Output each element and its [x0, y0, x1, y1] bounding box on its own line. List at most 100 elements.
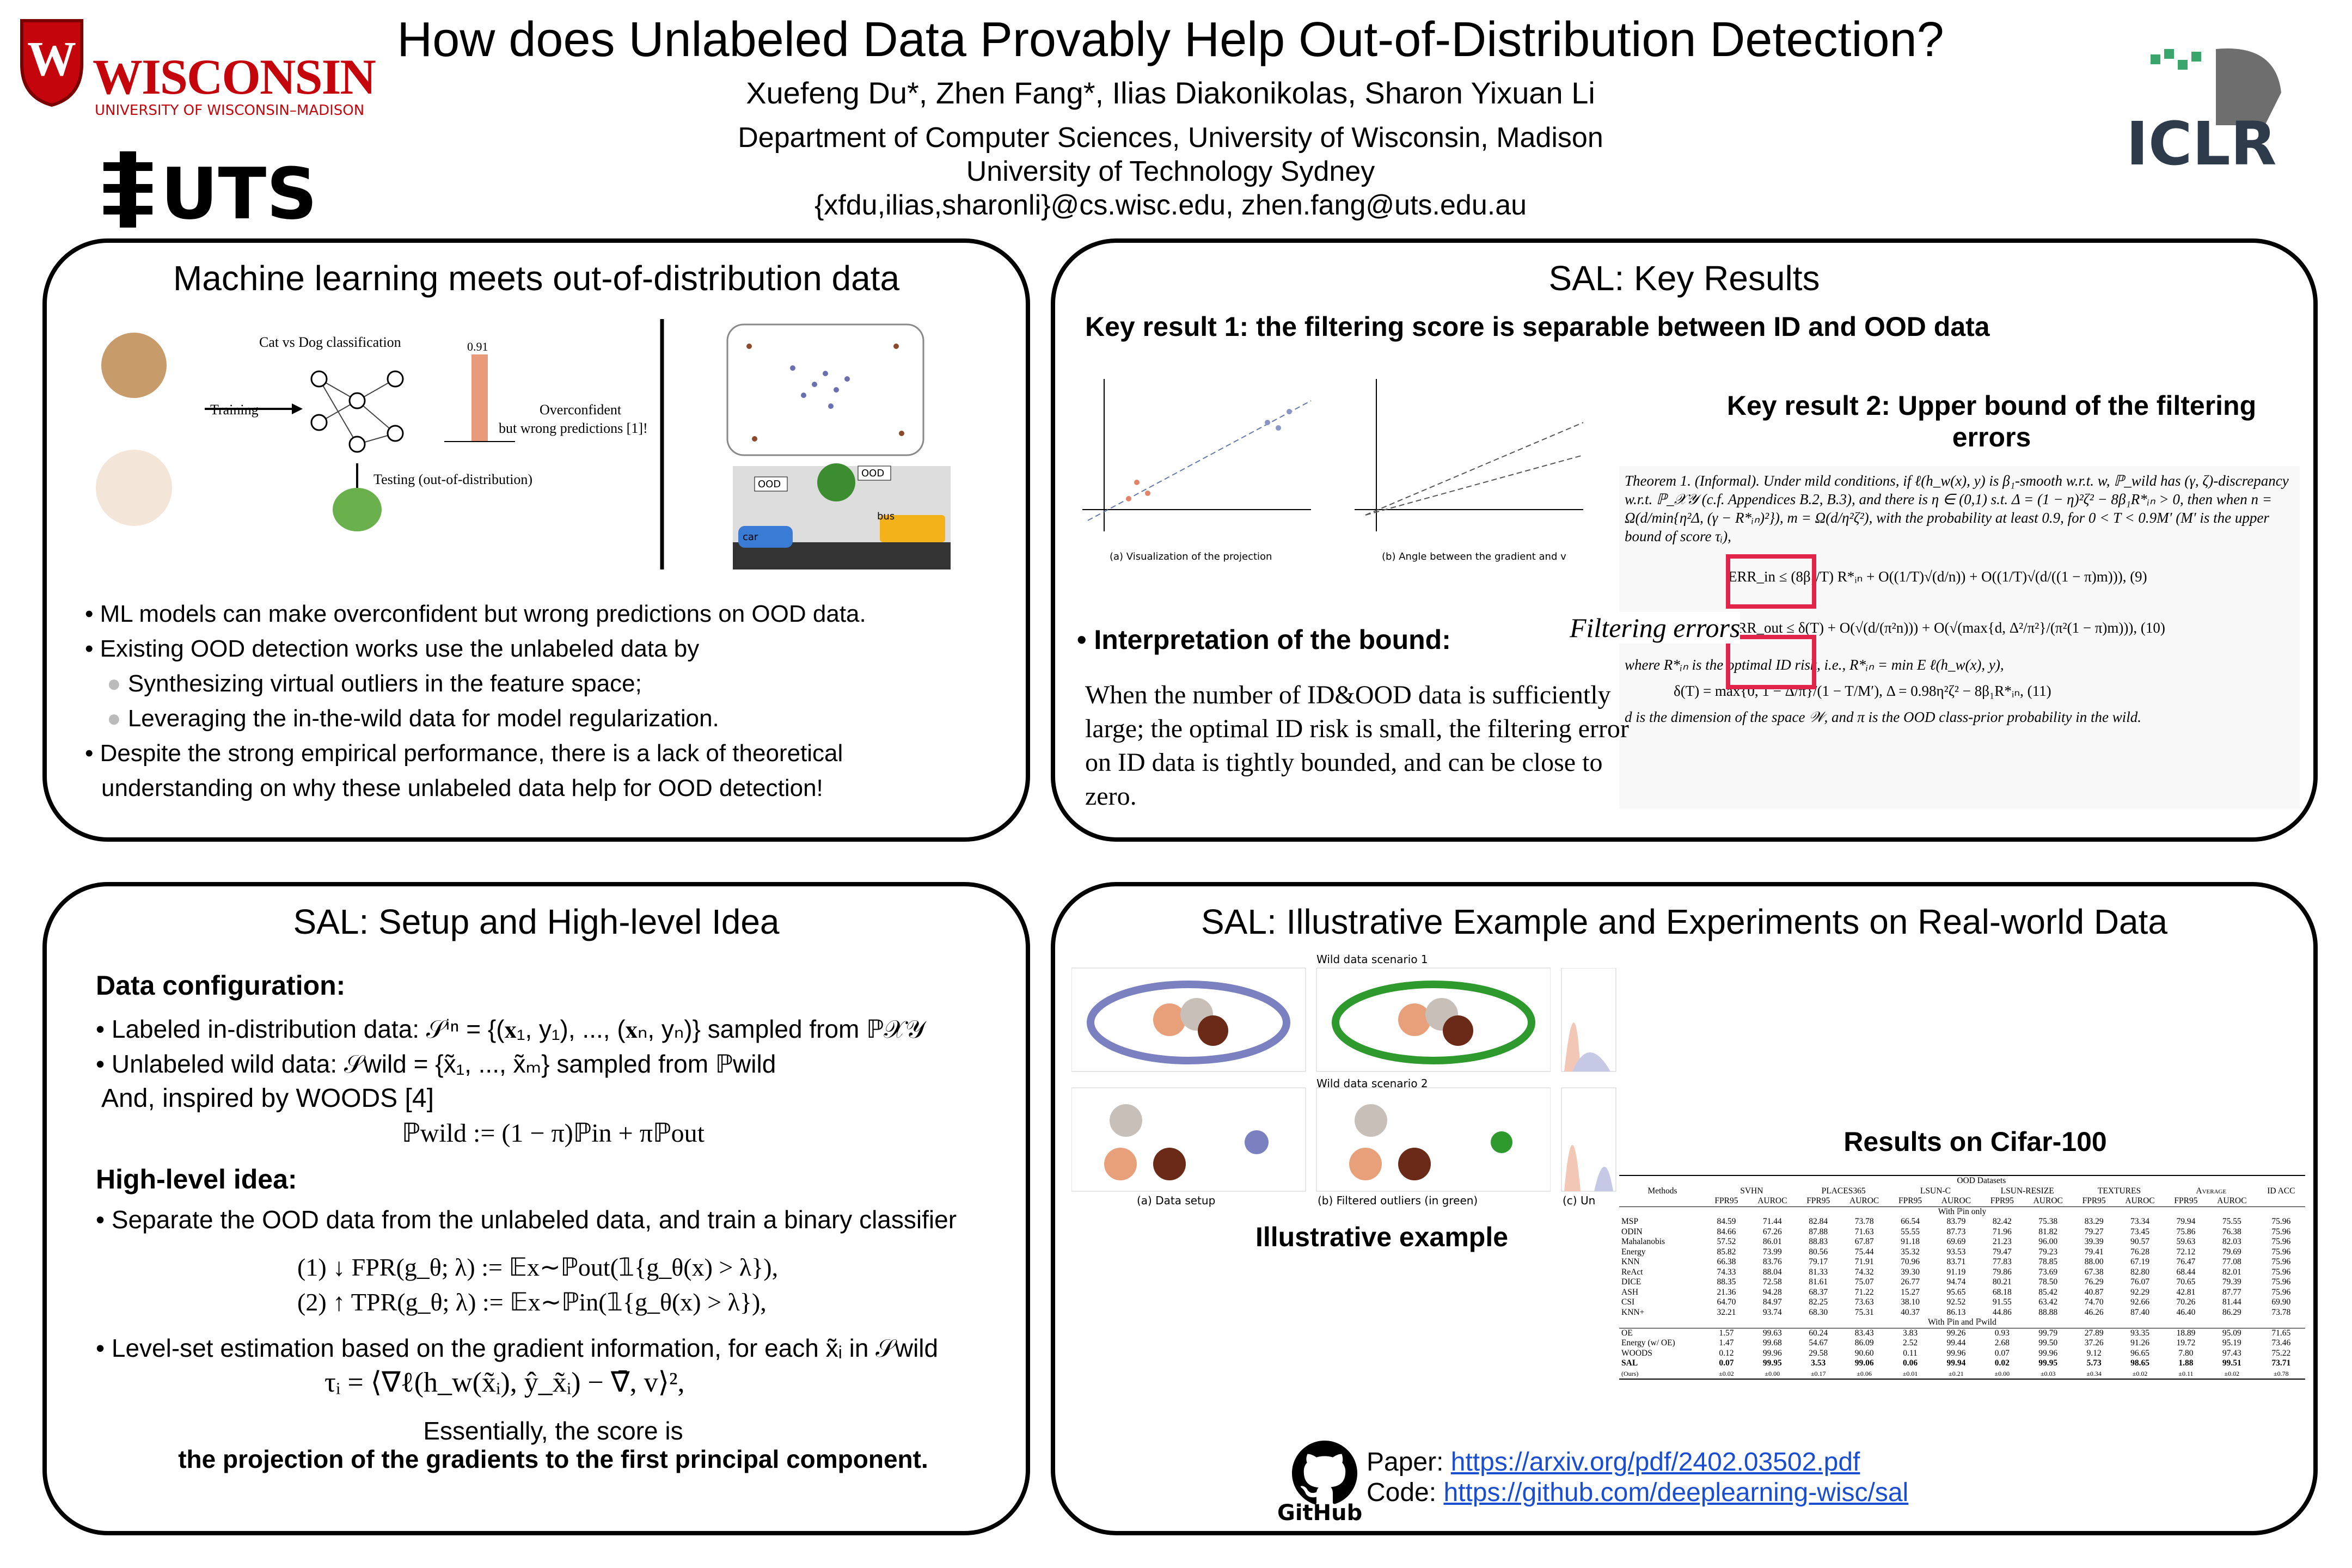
section-cell: With ℙin and ℙwild [1928, 1318, 1996, 1327]
link-label: Paper: [1367, 1448, 1444, 1477]
table-cell: 69.90 [2271, 1297, 2291, 1307]
links: Paper: https://arxiv.org/pdf/2402.03502.… [1367, 1447, 1908, 1508]
setup-panel: SAL: Setup and High-level Idea Data conf… [42, 882, 1030, 1535]
affiliation: {xfdu,ilias,sharonli}@cs.wisc.edu, zhen.… [814, 189, 1527, 221]
table-row: SVHN PLACES365 LSUN-C LSUN-RESIZE TEXTURES Av… [1619, 1186, 2305, 1197]
experiments-panel: SAL: Illustrative Example and Experiment… [1051, 882, 2318, 1535]
method-cell: Mahalanobis [1621, 1237, 1665, 1246]
table-cell: 68.30 [1809, 1307, 1828, 1317]
table-row: With ℙin only [1619, 1206, 2305, 1217]
code-link[interactable]: https://github.com/deeplearning-wisc/sal [1443, 1478, 1909, 1507]
table-cell: 93.74 [1762, 1307, 1782, 1317]
table-cell: 19.72 [2176, 1338, 2196, 1347]
header-cell: AUROC [1941, 1196, 1971, 1205]
table-cell: ±0.03 [2040, 1369, 2056, 1377]
bullet: • Separate the OOD data from the unlabel… [96, 1205, 957, 1234]
poster-title: How does Unlabeled Data Provably Help Ou… [397, 13, 1944, 67]
method-cell: ODIN [1621, 1227, 1643, 1236]
bullet: • Level-set estimation based on the grad… [96, 1334, 939, 1362]
bullet-text: Unlabeled wild data: 𝒮wild = {x̃₁, ..., … [111, 1050, 776, 1078]
table-cell: 99.79 [2038, 1328, 2058, 1338]
affiliation: Department of Computer Sciences, Univers… [738, 122, 1603, 154]
table-cell: 39.30 [1901, 1267, 1920, 1277]
table-cell: 75.22 [2271, 1348, 2291, 1358]
table-cell: 86.29 [2222, 1307, 2241, 1317]
table-cell: 3.83 [1902, 1328, 1918, 1338]
table-row: WOODS 0.12 99.96 29.58 90.60 0.11 99.96 0.07 99.… [1619, 1349, 2305, 1359]
table-row: KNN 66.38 83.76 79.17 71.91 70.96 83.71 77.83 78… [1619, 1257, 2305, 1267]
table-row: ReAct 74.33 88.04 81.33 74.32 39.30 91.19 79.86… [1619, 1267, 2305, 1278]
table-cell: 76.38 [2222, 1227, 2241, 1236]
table-cell: 75.96 [2271, 1237, 2291, 1246]
table-cell: ±0.02 [2224, 1369, 2240, 1377]
table-cell: 98.65 [2130, 1358, 2149, 1368]
header-cell: AUROC [2217, 1196, 2247, 1205]
table-row: ODIN 84.66 67.26 87.88 71.63 55.55 87.73 71.96 8… [1619, 1227, 2305, 1238]
table-row: Energy 85.82 73.99 80.56 75.44 35.32 93.53 79.4… [1619, 1247, 2305, 1258]
table-cell: 72.12 [2176, 1247, 2196, 1257]
header-cell: AUROC [2125, 1196, 2155, 1205]
fig-caption: (c) Un [1563, 1194, 1596, 1207]
table-cell: 92.52 [1946, 1297, 1966, 1307]
bullet-text: Existing OOD detection works use the unl… [100, 635, 700, 662]
table-cell: 79.94 [2176, 1217, 2196, 1226]
table-cell: 71.22 [1854, 1287, 1874, 1297]
equation: τᵢ = ⟨∇ℓ(h_w(x̃ᵢ), ŷ_x̃ᵢ) − ∇̄, v⟩², [324, 1367, 685, 1398]
table-cell: 76.28 [2130, 1247, 2149, 1257]
header-cell: FPR95 [2174, 1196, 2198, 1205]
table-cell: 99.94 [1946, 1358, 1966, 1368]
header-cell: ID ACC [2257, 1175, 2305, 1206]
table-cell: 64.70 [1717, 1297, 1736, 1307]
table-cell: 73.45 [2130, 1227, 2149, 1236]
table-cell: 73.34 [2130, 1217, 2149, 1226]
bullet-text: Level-set estimation based on the gradie… [111, 1334, 939, 1362]
table-cell: 79.69 [2222, 1247, 2241, 1257]
fig-text: but wrong predictions [1]! [499, 420, 648, 436]
table-cell: 70.65 [2176, 1277, 2196, 1287]
link-label: Code: [1367, 1478, 1437, 1507]
table-cell: 99.50 [2038, 1338, 2058, 1347]
table-cell: 69.69 [1946, 1237, 1966, 1246]
table-cell: 84.66 [1717, 1227, 1736, 1236]
table-cell: 95.09 [2222, 1328, 2241, 1338]
fig-text: car [743, 531, 758, 543]
table-cell: 99.95 [1762, 1358, 1782, 1368]
table-row: Methods OOD Datasets ID ACC [1619, 1175, 2305, 1196]
header-cell: Average [2196, 1186, 2227, 1196]
table-cell: 1.88 [2178, 1358, 2194, 1368]
table-cell: 96.65 [2130, 1348, 2149, 1358]
table-cell: 44.86 [1992, 1307, 2012, 1317]
table-cell: 0.06 [1902, 1358, 1918, 1368]
table-cell: 75.96 [2271, 1257, 2291, 1266]
theorem-text: d is the dimension of the space 𝒲, and π… [1625, 709, 2142, 725]
table-cell: 54.67 [1809, 1338, 1828, 1347]
table-cell: 39.39 [2084, 1237, 2104, 1246]
table-cell: ±0.01 [1902, 1369, 1918, 1377]
table-cell: 81.44 [2222, 1297, 2241, 1307]
table-cell: 92.66 [2130, 1297, 2149, 1307]
table-cell: 84.97 [1762, 1297, 1782, 1307]
table-cell: ±0.00 [1765, 1369, 1780, 1377]
highlight-box [1726, 635, 1816, 689]
fig-caption: (b) Filtered outliers (in green) [1318, 1194, 1478, 1207]
table-cell: 88.88 [2038, 1307, 2058, 1317]
panel-title: SAL: Setup and High-level Idea [293, 902, 780, 941]
bullet-text: ML models can make overconfident but wro… [100, 601, 866, 627]
table-cell: 32.21 [1717, 1307, 1736, 1317]
iclr-logo: ICLR [2126, 109, 2277, 179]
table-cell: 88.83 [1809, 1237, 1828, 1246]
table-cell: 75.44 [1854, 1247, 1874, 1257]
table-cell: 9.12 [2086, 1348, 2102, 1358]
table-cell: 99.63 [1762, 1328, 1782, 1338]
table-cell: 68.18 [1992, 1287, 2012, 1297]
table-cell: ±0.06 [1857, 1369, 1872, 1377]
results-panel: SAL: Key Results Key result 1: the filte… [1051, 238, 2318, 842]
sub-bullet: ● Leveraging the in-the-wild data for mo… [107, 705, 719, 732]
fig-caption: (a) Data setup [1137, 1194, 1216, 1207]
table-cell: 79.23 [2038, 1247, 2058, 1257]
table-cell: 67.87 [1854, 1237, 1874, 1246]
table-cell: 68.37 [1809, 1287, 1828, 1297]
paper-link[interactable]: https://arxiv.org/pdf/2402.03502.pdf [1450, 1448, 1860, 1477]
header-cell: AUROC [1757, 1196, 1787, 1205]
table-cell: 76.07 [2130, 1277, 2149, 1287]
